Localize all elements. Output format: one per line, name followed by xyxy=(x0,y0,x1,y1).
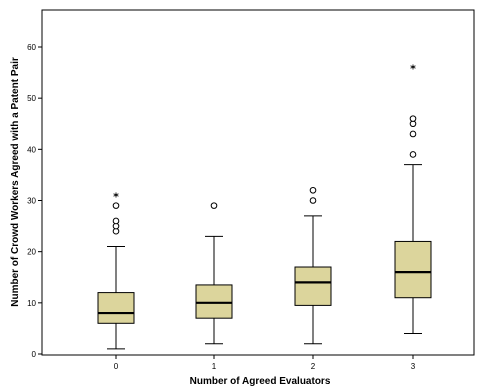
y-tick-label: 20 xyxy=(27,248,36,257)
extreme-point: * xyxy=(113,190,119,203)
box-group-2 xyxy=(294,186,332,345)
box-group-3: * xyxy=(394,62,432,335)
outlier-point xyxy=(112,202,120,209)
y-tick-label: 60 xyxy=(27,43,36,52)
extreme-point: * xyxy=(410,62,416,75)
marks-layer: ** xyxy=(97,62,432,350)
outlier-point xyxy=(409,115,417,122)
y-tick-label: 0 xyxy=(32,350,37,359)
outlier-point xyxy=(210,202,218,209)
y-tick-label: 30 xyxy=(27,197,36,206)
outlier-point xyxy=(309,197,317,204)
y-tick-label: 40 xyxy=(27,145,36,154)
x-tick-label: 3 xyxy=(411,362,416,371)
box-group-1 xyxy=(195,202,233,345)
axes-layer: 0 10 20 30 40 50 60 0 1 2 3 xyxy=(27,9,475,371)
x-tick-label: 1 xyxy=(212,362,217,371)
x-tick-label: 2 xyxy=(311,362,316,371)
x-tick-label: 0 xyxy=(114,362,119,371)
box-iqr xyxy=(394,240,432,299)
outlier-point xyxy=(409,151,417,158)
outlier-point xyxy=(112,217,120,225)
y-tick-label: 10 xyxy=(27,299,36,308)
box-iqr xyxy=(195,284,233,319)
box-iqr xyxy=(294,266,332,306)
y-axis-title: Number of Crowd Workers Agreed with a Pa… xyxy=(10,57,21,307)
outlier-point xyxy=(409,130,417,138)
box-group-0: * xyxy=(97,190,135,350)
x-axis-title: Number of Agreed Evaluators xyxy=(190,376,331,387)
outlier-point xyxy=(309,186,317,194)
box-iqr xyxy=(97,292,135,324)
y-tick-label: 50 xyxy=(27,94,36,103)
